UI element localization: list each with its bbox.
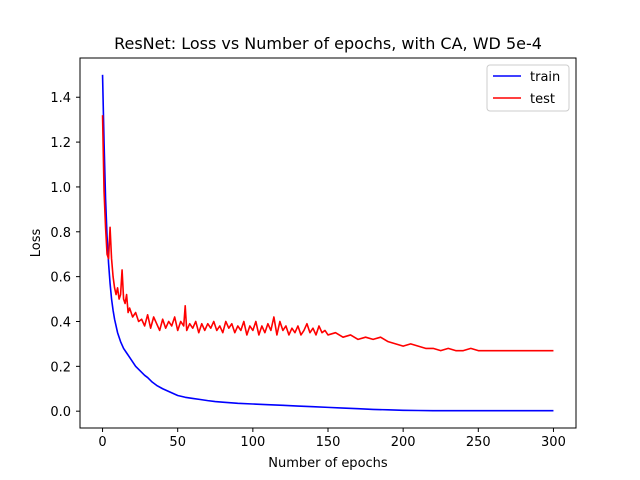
x-axis-ticks: 0 50 100 150 200 250 300 [98, 428, 566, 450]
y-tick-label: 0.6 [50, 271, 71, 286]
x-tick-label: 50 [169, 435, 186, 450]
y-tick-label: 1.2 [50, 136, 71, 151]
x-tick-label: 150 [316, 435, 341, 450]
legend: train test [486, 64, 570, 112]
x-tick-label: 250 [466, 435, 491, 450]
series-lines [101, 74, 554, 412]
y-tick-label: 0.4 [50, 315, 71, 330]
x-tick-label: 0 [98, 435, 106, 450]
y-tick-label: 1.4 [50, 91, 71, 106]
y-tick-label: 0.8 [50, 226, 71, 241]
x-tick-label: 200 [391, 435, 416, 450]
chart-title: ResNet: Loss vs Number of epochs, with C… [114, 34, 542, 53]
y-tick-label: 0.2 [50, 360, 71, 375]
x-tick-label: 100 [240, 435, 265, 450]
legend-test-label: test [530, 92, 555, 107]
series-line-train [101, 74, 554, 412]
y-tick-label: 0.0 [50, 405, 71, 420]
y-axis-label: Loss [29, 229, 44, 258]
series-line-test [101, 115, 554, 352]
x-tick-label: 300 [541, 435, 566, 450]
legend-train-label: train [530, 70, 560, 85]
plot-frame [79, 57, 577, 429]
y-tick-label: 1.0 [50, 181, 71, 196]
y-axis-ticks: 0.0 0.2 0.4 0.6 0.8 1.0 1.2 1.4 [50, 91, 80, 420]
x-axis-label: Number of epochs [268, 456, 388, 471]
